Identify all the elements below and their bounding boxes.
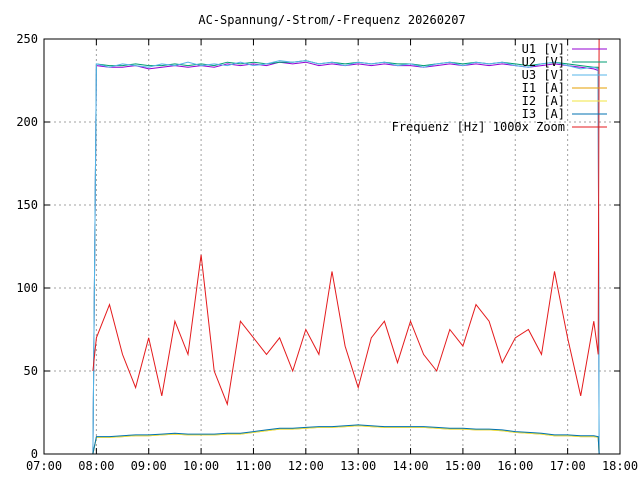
legend-label-i2-a: I2 [A] [522, 94, 565, 108]
x-tick-label: 14:00 [392, 459, 428, 473]
y-tick-label: 100 [16, 281, 38, 295]
x-tick-label: 11:00 [235, 459, 271, 473]
x-tick-label: 15:00 [445, 459, 481, 473]
x-tick-label: 12:00 [288, 459, 324, 473]
y-tick-label: 250 [16, 32, 38, 46]
y-tick-label: 200 [16, 115, 38, 129]
series-line-frequenz-hz-1000x-zoom [92, 38, 600, 407]
legend-label-frequenz-hz-1000x-zoom: Frequenz [Hz] 1000x Zoom [392, 120, 565, 134]
x-tick-label: 08:00 [78, 459, 114, 473]
y-tick-label: 150 [16, 198, 38, 212]
legend: U1 [V]U2 [V]U3 [V]I1 [A]I2 [A]I3 [A]Freq… [392, 42, 607, 134]
x-tick-label: 07:00 [26, 459, 62, 473]
y-tick-label: 50 [24, 364, 38, 378]
series-lines [92, 38, 600, 455]
x-tick-label: 18:00 [602, 459, 638, 473]
series-line-i3-a [92, 424, 600, 455]
x-tick-label: 13:00 [340, 459, 376, 473]
x-tick-label: 10:00 [183, 459, 219, 473]
legend-label-u2-v: U2 [V] [522, 55, 565, 69]
plot-frame [43, 38, 621, 455]
legend-label-u3-v: U3 [V] [522, 68, 565, 82]
axes: 0 50 100 150 200 250 07:00 08:00 09:00 10:00 11:00… [16, 32, 638, 473]
x-tick-label: 09:00 [131, 459, 167, 473]
series-line-i1-a [92, 425, 600, 455]
series-line-u3-v [92, 60, 600, 455]
series-line-u2-v [92, 60, 600, 455]
series-line-i2-a [92, 425, 600, 455]
legend-label-i1-a: I1 [A] [522, 81, 565, 95]
chart-title: AC-Spannung/-Strom/-Frequenz 20260207 [198, 13, 465, 27]
y-tick-label: 0 [31, 447, 38, 461]
grid [44, 39, 620, 454]
x-tick-label: 17:00 [550, 459, 586, 473]
x-tick-label: 16:00 [497, 459, 533, 473]
legend-label-i3-a: I3 [A] [522, 107, 565, 121]
legend-label-u1-v: U1 [V] [522, 42, 565, 56]
